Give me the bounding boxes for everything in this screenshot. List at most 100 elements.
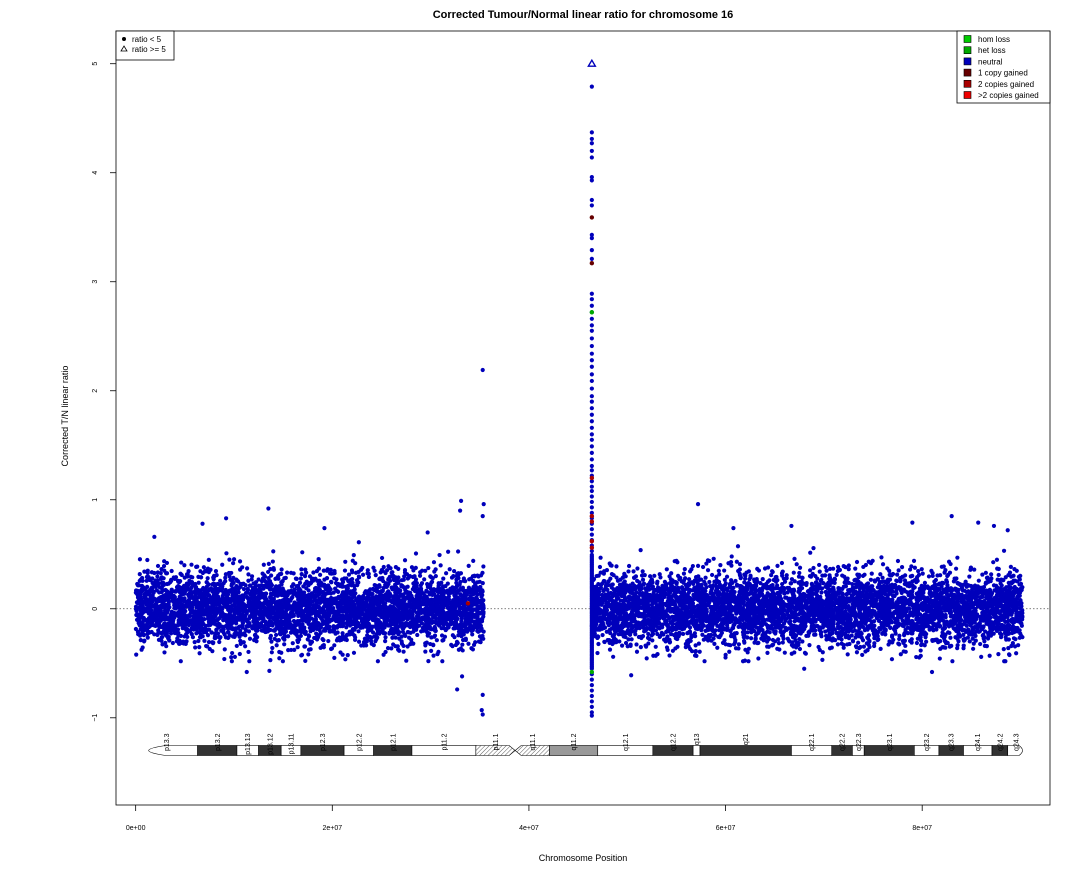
data-point bbox=[458, 632, 462, 636]
data-point bbox=[437, 586, 441, 590]
data-point bbox=[426, 659, 430, 663]
data-point bbox=[203, 569, 207, 573]
data-point bbox=[210, 631, 214, 635]
data-point bbox=[418, 574, 422, 578]
data-point bbox=[451, 598, 455, 602]
data-point bbox=[339, 603, 343, 607]
data-point bbox=[229, 655, 233, 659]
data-point bbox=[268, 658, 272, 662]
data-point bbox=[476, 574, 480, 578]
data-point bbox=[783, 651, 787, 655]
data-point bbox=[337, 635, 341, 639]
data-point bbox=[473, 623, 477, 627]
data-point bbox=[393, 644, 397, 648]
x-tick-label: 6e+07 bbox=[716, 825, 736, 832]
data-point bbox=[142, 638, 146, 642]
data-point bbox=[309, 647, 313, 651]
data-point bbox=[471, 559, 475, 563]
data-point bbox=[311, 610, 315, 614]
data-point bbox=[423, 649, 427, 653]
data-point bbox=[455, 641, 459, 645]
data-point bbox=[343, 657, 347, 661]
data-point bbox=[399, 606, 403, 610]
data-point bbox=[242, 640, 246, 644]
data-point bbox=[289, 596, 293, 600]
data-point bbox=[393, 607, 397, 611]
data-point bbox=[265, 598, 269, 602]
data-point bbox=[635, 566, 639, 570]
data-point bbox=[226, 626, 230, 630]
data-point bbox=[397, 598, 401, 602]
data-point bbox=[420, 615, 424, 619]
data-point bbox=[238, 582, 242, 586]
data-point bbox=[357, 640, 361, 644]
data-point bbox=[460, 606, 464, 610]
data-point bbox=[149, 589, 153, 593]
data-point bbox=[193, 613, 197, 617]
data-point bbox=[390, 570, 394, 574]
data-point bbox=[246, 572, 250, 576]
data-point bbox=[343, 568, 347, 572]
data-point bbox=[138, 557, 142, 561]
data-point bbox=[453, 593, 457, 597]
data-point bbox=[207, 628, 211, 632]
data-point bbox=[178, 639, 182, 643]
data-point bbox=[441, 588, 445, 592]
data-point bbox=[145, 558, 149, 562]
data-point bbox=[285, 571, 289, 575]
data-point bbox=[448, 611, 452, 615]
data-point bbox=[352, 594, 356, 598]
data-point bbox=[166, 596, 170, 600]
data-point bbox=[353, 614, 357, 618]
data-point bbox=[300, 608, 304, 612]
data-point bbox=[303, 659, 307, 663]
data-point bbox=[277, 590, 281, 594]
data-point bbox=[359, 643, 363, 647]
data-point bbox=[269, 640, 273, 644]
data-point bbox=[195, 622, 199, 626]
data-point bbox=[254, 598, 258, 602]
data-point bbox=[251, 581, 255, 585]
data-point bbox=[341, 653, 345, 657]
data-point bbox=[161, 602, 165, 606]
data-point bbox=[428, 618, 432, 622]
data-point bbox=[220, 607, 224, 611]
data-point bbox=[465, 589, 469, 593]
data-point bbox=[413, 589, 417, 593]
data-point bbox=[159, 571, 163, 575]
data-point bbox=[231, 587, 235, 591]
data-point bbox=[443, 584, 447, 588]
data-point bbox=[440, 659, 444, 663]
data-point bbox=[248, 637, 252, 641]
data-point bbox=[283, 624, 287, 628]
data-point bbox=[328, 609, 332, 613]
data-point bbox=[236, 626, 240, 630]
data-point bbox=[424, 589, 428, 593]
data-point bbox=[230, 579, 234, 583]
data-point bbox=[217, 640, 221, 644]
data-point bbox=[383, 601, 387, 605]
data-point bbox=[380, 556, 384, 560]
data-point bbox=[431, 654, 435, 658]
y-tick-label: 0 bbox=[92, 607, 99, 611]
data-point bbox=[238, 568, 242, 572]
data-point bbox=[174, 624, 178, 628]
data-point bbox=[220, 588, 224, 592]
data-point bbox=[378, 620, 382, 624]
data-point bbox=[268, 620, 272, 624]
x-axis-label: Chromosome Position bbox=[539, 853, 628, 863]
data-point bbox=[323, 627, 327, 631]
data-point bbox=[807, 643, 811, 647]
data-point bbox=[206, 582, 210, 586]
data-point bbox=[157, 638, 161, 642]
data-point bbox=[278, 619, 282, 623]
data-point bbox=[196, 589, 200, 593]
data-point bbox=[397, 630, 401, 634]
data-point bbox=[251, 619, 255, 623]
data-point bbox=[339, 621, 343, 625]
data-point bbox=[365, 604, 369, 608]
data-point bbox=[138, 572, 142, 576]
data-point bbox=[195, 565, 199, 569]
data-point bbox=[206, 633, 210, 637]
